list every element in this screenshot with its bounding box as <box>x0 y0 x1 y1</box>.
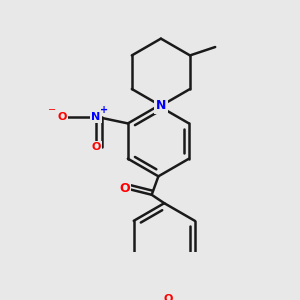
Text: O: O <box>91 142 101 152</box>
Text: −: − <box>48 105 56 115</box>
Text: +: + <box>100 105 108 115</box>
Text: N: N <box>156 99 166 112</box>
Text: O: O <box>119 182 130 195</box>
Text: O: O <box>164 294 173 300</box>
Text: O: O <box>58 112 67 122</box>
Text: N: N <box>91 112 101 122</box>
